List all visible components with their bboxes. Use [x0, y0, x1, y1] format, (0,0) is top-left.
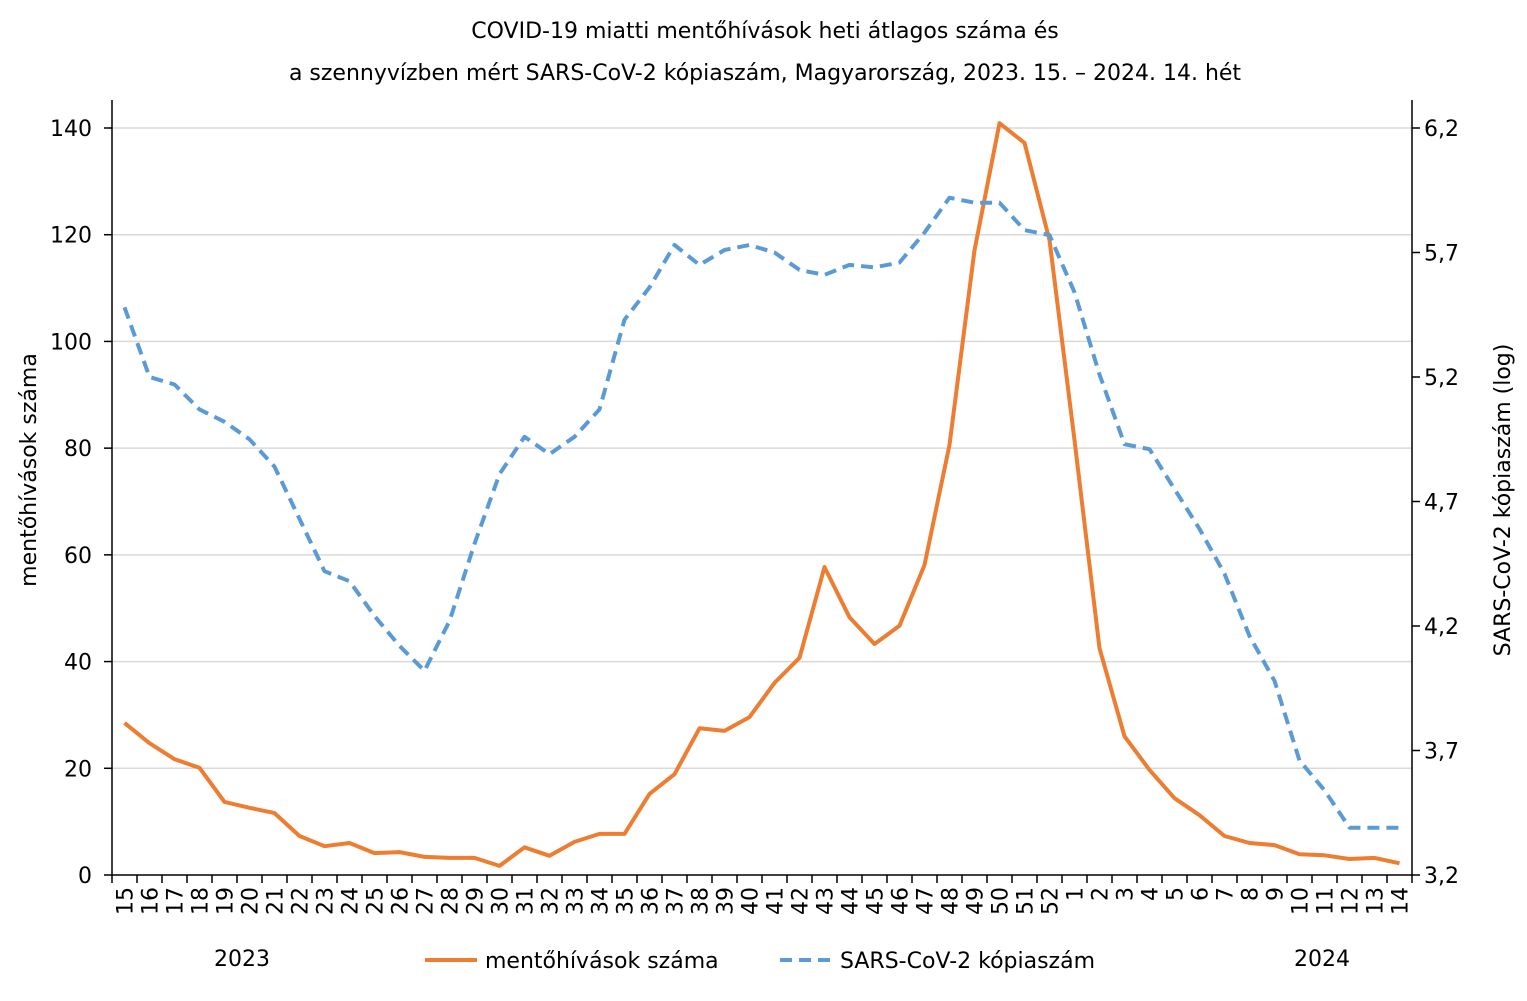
y-axis-label: mentőhívások száma [17, 353, 42, 587]
x-tick-label: 21 [264, 887, 289, 915]
x-tick-label: 27 [414, 887, 439, 915]
x-tick-label: 46 [889, 887, 914, 915]
x-tick-label: 23 [314, 887, 339, 915]
x-tick-label: 43 [814, 887, 839, 915]
x-tick-label: 35 [614, 887, 639, 915]
x-tick-label: 48 [939, 887, 964, 915]
x-tick-label: 16 [139, 887, 164, 915]
series-line [122, 195, 1400, 830]
x-tick-label: 14 [1389, 887, 1414, 915]
x-tick-label: 31 [514, 887, 539, 915]
x-tick-label: 50 [989, 887, 1014, 915]
y2-tick-label: 6,2 [1424, 117, 1459, 142]
x-tick-label: 25 [364, 887, 389, 915]
x-tick-label: 29 [464, 887, 489, 915]
y-tick-label: 40 [64, 651, 92, 676]
y2-tick-label: 4,2 [1424, 615, 1459, 640]
y-tick-label: 100 [50, 330, 92, 355]
series-line [123, 121, 1400, 868]
y2-tick-label: 3,2 [1424, 864, 1459, 889]
x-tick-label: 6 [1189, 887, 1214, 901]
x-tick-label: 19 [214, 887, 239, 915]
x-tick-label: 11 [1314, 887, 1339, 915]
x-tick-label: 37 [664, 887, 689, 915]
x-tick-label: 42 [789, 887, 814, 915]
y2-tick-label: 5,2 [1424, 366, 1459, 391]
y-tick-label: 0 [78, 864, 92, 889]
x-tick-label: 33 [564, 887, 589, 915]
x-tick-label: 4 [1139, 887, 1164, 901]
x-tick-label: 7 [1214, 887, 1239, 901]
y-tick-label: 80 [64, 437, 92, 462]
x-tick-label: 28 [439, 887, 464, 915]
x-tick-label: 39 [714, 887, 739, 915]
x-tick-label: 5 [1164, 887, 1189, 901]
year-label: 2023 [214, 947, 270, 972]
x-tick-label: 47 [914, 887, 939, 915]
x-tick-label: 34 [589, 887, 614, 915]
y-tick-label: 20 [64, 757, 92, 782]
x-tick-label: 1 [1064, 887, 1089, 901]
legend-label: mentőhívások száma [485, 949, 719, 974]
x-tick-label: 3 [1114, 887, 1139, 901]
x-tick-label: 26 [389, 887, 414, 915]
x-tick-label: 10 [1289, 887, 1314, 915]
x-tick-label: 13 [1364, 887, 1389, 915]
x-tick-label: 9 [1264, 887, 1289, 901]
x-tick-label: 22 [289, 887, 314, 915]
y2-tick-label: 5,7 [1424, 242, 1459, 267]
x-tick-label: 41 [764, 887, 789, 915]
x-tick-label: 12 [1339, 887, 1364, 915]
y2-tick-label: 3,7 [1424, 740, 1459, 765]
x-tick-label: 51 [1014, 887, 1039, 915]
y-tick-label: 140 [50, 117, 92, 142]
x-tick-label: 40 [739, 887, 764, 915]
year-label: 2024 [1294, 947, 1350, 972]
x-tick-label: 2 [1089, 887, 1114, 901]
legend-label: SARS-CoV-2 kópiaszám [840, 949, 1095, 974]
chart-title: a szennyvízben mért SARS-CoV-2 kópiaszám… [289, 61, 1241, 86]
x-tick-label: 8 [1239, 887, 1264, 901]
y-tick-label: 60 [64, 544, 92, 569]
x-tick-label: 32 [539, 887, 564, 915]
x-tick-label: 17 [164, 887, 189, 915]
x-tick-label: 44 [839, 887, 864, 915]
x-tick-label: 38 [689, 887, 714, 915]
x-tick-label: 45 [864, 887, 889, 915]
y2-axis-label: SARS-CoV-2 kópiaszám (log) [1491, 344, 1516, 657]
x-tick-label: 52 [1039, 887, 1064, 915]
x-tick-label: 49 [964, 887, 989, 915]
x-tick-label: 18 [189, 887, 214, 915]
x-tick-label: 36 [639, 887, 664, 915]
y-tick-label: 120 [50, 224, 92, 249]
chart-title: COVID-19 miatti mentőhívások heti átlago… [471, 19, 1058, 44]
x-tick-label: 30 [489, 887, 514, 915]
x-tick-label: 20 [239, 887, 264, 915]
x-tick-label: 24 [339, 887, 364, 915]
x-tick-label: 15 [114, 887, 139, 915]
y2-tick-label: 4,7 [1424, 491, 1459, 516]
